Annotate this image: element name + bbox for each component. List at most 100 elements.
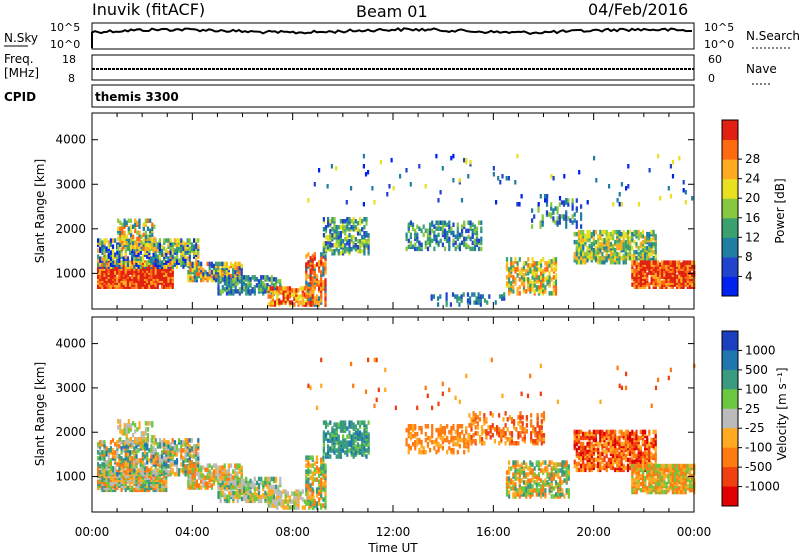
echo-cell bbox=[684, 260, 687, 265]
echo-cell bbox=[119, 419, 122, 424]
echo-cell bbox=[446, 230, 449, 236]
echo-cell bbox=[522, 273, 526, 278]
echo-cell bbox=[420, 242, 423, 248]
echo-cell bbox=[637, 270, 640, 275]
echo-cell bbox=[363, 239, 366, 244]
echo-cell bbox=[320, 481, 323, 486]
echo-cell bbox=[320, 485, 323, 490]
echo-cell bbox=[552, 216, 555, 221]
echo-cell bbox=[215, 463, 218, 468]
echo-cell bbox=[163, 462, 166, 467]
echo-cell bbox=[471, 228, 474, 234]
echo-cell bbox=[367, 170, 370, 175]
echo-cell bbox=[234, 261, 237, 267]
echo-cell bbox=[266, 476, 269, 482]
echo-cell bbox=[540, 259, 543, 264]
echo-cell bbox=[344, 219, 347, 224]
echo-cell bbox=[120, 472, 123, 477]
echo-cell bbox=[137, 242, 140, 247]
echo-cell bbox=[134, 429, 137, 434]
echo-cell bbox=[458, 246, 461, 252]
echo-cell bbox=[471, 292, 474, 297]
echo-cell bbox=[301, 505, 304, 510]
echo-cell bbox=[354, 430, 357, 435]
echo-cell bbox=[339, 225, 342, 230]
echo-cell bbox=[567, 198, 570, 203]
echo-cell bbox=[136, 427, 139, 432]
echo-cell bbox=[451, 292, 455, 297]
echo-cell bbox=[431, 433, 434, 439]
echo-cell bbox=[303, 300, 306, 305]
echo-cell bbox=[178, 246, 181, 251]
echo-cell bbox=[529, 263, 532, 268]
echo-cell bbox=[352, 426, 355, 431]
echo-cell bbox=[356, 239, 360, 244]
echo-cell bbox=[540, 263, 543, 268]
echo-cell bbox=[129, 468, 132, 473]
echo-cell bbox=[605, 247, 608, 253]
echo-cell bbox=[114, 252, 117, 257]
echo-cell bbox=[573, 239, 576, 245]
echo-cell bbox=[163, 456, 166, 461]
echo-cell bbox=[175, 452, 179, 457]
echo-cell bbox=[603, 255, 606, 261]
echo-cell bbox=[512, 289, 515, 294]
echo-cell bbox=[550, 206, 553, 211]
echo-cell bbox=[271, 292, 274, 297]
echo-cell bbox=[171, 446, 174, 451]
echo-cell bbox=[554, 273, 558, 278]
echo-cell bbox=[309, 501, 312, 506]
echo-cell bbox=[187, 465, 190, 470]
echo-cell bbox=[309, 286, 312, 291]
echo-cell bbox=[195, 471, 198, 476]
echo-cell bbox=[478, 246, 481, 252]
echo-cell bbox=[243, 281, 246, 286]
echo-cell bbox=[322, 455, 325, 460]
echo-cell bbox=[293, 491, 296, 496]
echo-cell bbox=[322, 280, 325, 285]
echo-cell bbox=[439, 226, 442, 231]
echo-cell bbox=[344, 231, 347, 236]
echo-cell bbox=[184, 262, 187, 267]
echo-cell bbox=[322, 233, 325, 238]
echo-cell bbox=[363, 452, 366, 457]
echo-cell bbox=[225, 498, 229, 504]
echo-cell bbox=[193, 469, 196, 474]
echo-cell bbox=[158, 254, 161, 259]
echo-cell bbox=[688, 274, 692, 279]
echo-cell bbox=[137, 260, 140, 265]
echo-cell bbox=[221, 289, 224, 294]
echo-cell bbox=[688, 284, 692, 289]
echo-cell bbox=[322, 420, 325, 425]
echo-cell bbox=[101, 477, 104, 483]
echo-cell bbox=[163, 246, 166, 251]
echo-cell bbox=[435, 427, 438, 433]
echo-cell bbox=[329, 233, 332, 238]
echo-cell bbox=[107, 460, 110, 465]
echo-cell bbox=[367, 233, 370, 238]
echo-cell bbox=[335, 448, 338, 453]
echo-cell bbox=[127, 218, 130, 223]
echo-cell bbox=[354, 237, 357, 242]
echo-cell bbox=[318, 168, 321, 173]
echo-cell bbox=[337, 446, 340, 451]
echo-cell bbox=[603, 260, 606, 265]
echo-cell bbox=[151, 222, 154, 227]
echo-cell bbox=[144, 431, 147, 436]
echo-cell bbox=[109, 485, 112, 491]
echo-cell bbox=[330, 164, 333, 169]
echo-cell bbox=[276, 495, 279, 500]
echo-cell bbox=[616, 229, 619, 235]
echo-cell bbox=[537, 204, 540, 209]
echo-cell bbox=[320, 477, 323, 482]
echo-cell bbox=[580, 233, 583, 239]
echo-cell bbox=[525, 261, 528, 266]
echo-cell bbox=[667, 260, 670, 265]
echo-cell bbox=[198, 471, 201, 476]
echo-cell bbox=[633, 268, 636, 273]
echo-cell bbox=[639, 231, 642, 237]
echo-cell bbox=[129, 450, 132, 455]
echo-cell bbox=[212, 469, 216, 474]
echo-cell bbox=[184, 446, 187, 451]
